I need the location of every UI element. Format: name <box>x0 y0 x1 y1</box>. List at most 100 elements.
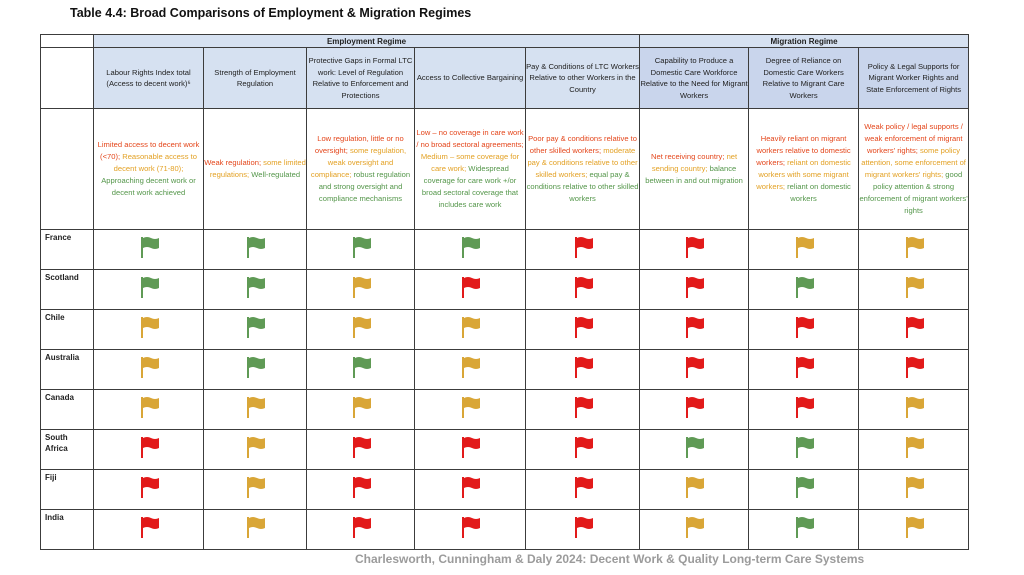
country-row: Australia <box>40 349 970 390</box>
amber-flag-icon <box>244 435 266 459</box>
legend-green-text: reliant on domestic workers <box>787 182 851 203</box>
amber-flag-icon <box>350 275 372 299</box>
rating-cell <box>414 229 526 270</box>
legend-cell: Weak policy / legal supports / weak enfo… <box>858 108 970 230</box>
migration-regime-header: Migration Regime <box>639 34 970 48</box>
legend-cell: Weak regulation; some limited regulation… <box>203 108 307 230</box>
green-flag-icon <box>244 315 266 339</box>
red-flag-icon <box>572 435 594 459</box>
legend-cell: Poor pay & conditions relative to other … <box>524 108 641 230</box>
column-header: Protective Gaps in Formal LTC work: Leve… <box>306 47 415 109</box>
column-header: Capability to Produce a Domestic Care Wo… <box>639 47 750 109</box>
rating-cell <box>306 389 415 430</box>
green-flag-icon <box>244 235 266 259</box>
rating-cell <box>306 509 415 550</box>
rating-cell <box>93 309 204 350</box>
green-flag-icon <box>793 475 815 499</box>
country-name: France <box>40 229 94 270</box>
rating-cell <box>858 349 970 390</box>
red-flag-icon <box>138 435 160 459</box>
legend-row: Limited access to decent work (<70); Rea… <box>40 108 970 230</box>
amber-flag-icon <box>903 475 925 499</box>
green-flag-icon <box>244 275 266 299</box>
corner-cell <box>40 47 94 109</box>
red-flag-icon <box>683 355 705 379</box>
legend-red-text: Poor pay & conditions relative to other … <box>528 134 637 155</box>
legend-cell: Limited access to decent work (<70); Rea… <box>93 108 204 230</box>
column-header: Strength of Employment Regulation <box>203 47 307 109</box>
column-header-row: Labour Rights Index total (Access to dec… <box>40 47 970 109</box>
rating-cell <box>203 229 307 270</box>
red-flag-icon <box>350 475 372 499</box>
green-flag-icon <box>793 275 815 299</box>
country-name: India <box>40 509 94 550</box>
country-name: Chile <box>40 309 94 350</box>
rating-cell <box>203 269 307 310</box>
green-flag-icon <box>350 355 372 379</box>
rating-cell <box>858 469 970 510</box>
red-flag-icon <box>572 315 594 339</box>
country-name: Australia <box>40 349 94 390</box>
rating-cell <box>524 509 641 550</box>
red-flag-icon <box>572 515 594 539</box>
country-row: Chile <box>40 309 970 350</box>
amber-flag-icon <box>683 475 705 499</box>
country-row: Canada <box>40 389 970 430</box>
rating-cell <box>748 429 860 470</box>
red-flag-icon <box>459 275 481 299</box>
country-row: Fiji <box>40 469 970 510</box>
legend-red-text: Weak regulation; <box>204 158 264 167</box>
rating-cell <box>203 429 307 470</box>
green-flag-icon <box>459 235 481 259</box>
rating-cell <box>858 229 970 270</box>
red-flag-icon <box>683 395 705 419</box>
legend-red-text: Heavily reliant on migrant workers relat… <box>756 134 851 167</box>
red-flag-icon <box>138 515 160 539</box>
legend-green-text: Widespread coverage for care work +/or b… <box>421 164 519 209</box>
rating-cell <box>639 429 750 470</box>
rating-cell <box>748 469 860 510</box>
employment-regime-header: Employment Regime <box>92 34 641 48</box>
legend-red-text: Limited access to decent work (<70); <box>97 140 200 161</box>
rating-cell <box>306 229 415 270</box>
country-row: Scotland <box>40 269 970 310</box>
amber-flag-icon <box>138 315 160 339</box>
amber-flag-icon <box>459 355 481 379</box>
amber-flag-icon <box>793 235 815 259</box>
rating-cell <box>639 309 750 350</box>
column-header: Access to Collective Bargaining <box>414 47 526 109</box>
red-flag-icon <box>572 275 594 299</box>
amber-flag-icon <box>459 395 481 419</box>
rating-cell <box>858 429 970 470</box>
legend-green-text: Approaching decent work or decent work a… <box>101 176 196 197</box>
amber-flag-icon <box>138 395 160 419</box>
rating-cell <box>414 469 526 510</box>
country-name: South Africa <box>40 429 94 470</box>
legend-red-text: Low regulation, little or no oversight; <box>314 134 404 155</box>
rating-cell <box>306 349 415 390</box>
legend-green-text: Well-regulated <box>251 170 301 179</box>
country-name: Scotland <box>40 269 94 310</box>
rating-cell <box>639 389 750 430</box>
red-flag-icon <box>572 475 594 499</box>
table-title: Table 4.4: Broad Comparisons of Employme… <box>70 6 472 20</box>
amber-flag-icon <box>350 315 372 339</box>
rating-cell <box>524 469 641 510</box>
rating-cell <box>93 389 204 430</box>
green-flag-icon <box>138 275 160 299</box>
rating-cell <box>748 269 860 310</box>
country-name: Canada <box>40 389 94 430</box>
rating-cell <box>93 469 204 510</box>
legend-amber-text: some regulation, weak oversight and comp… <box>310 146 407 179</box>
country-name: Fiji <box>40 469 94 510</box>
rating-cell <box>306 469 415 510</box>
rating-cell <box>414 269 526 310</box>
amber-flag-icon <box>138 355 160 379</box>
comparison-table: Employment Regime Migration Regime Labou… <box>40 34 970 550</box>
red-flag-icon <box>572 235 594 259</box>
amber-flag-icon <box>244 395 266 419</box>
rating-cell <box>858 269 970 310</box>
amber-flag-icon <box>244 515 266 539</box>
rating-cell <box>639 509 750 550</box>
legend-amber-text: Reasonable access to decent work (71-80)… <box>113 152 197 173</box>
